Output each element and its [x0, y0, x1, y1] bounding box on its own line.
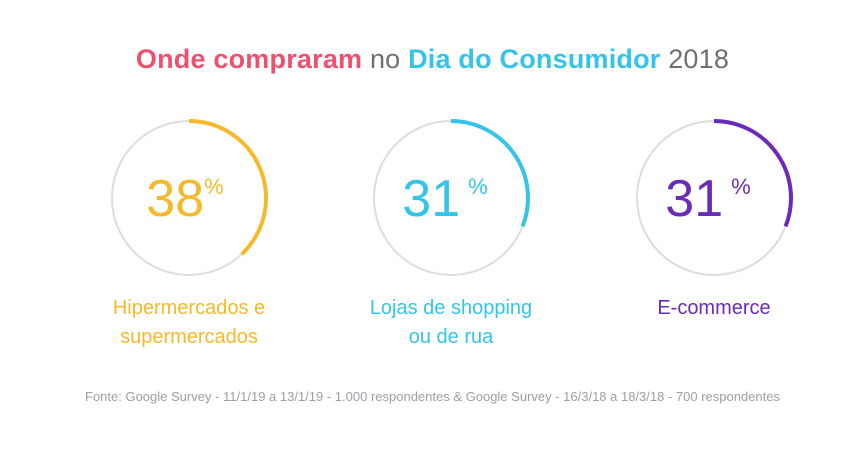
- donut-arc: [713, 119, 793, 228]
- category-label-line: ou de rua: [408, 326, 494, 348]
- chart-title: Onde compraram no Dia do Consumidor 2018: [0, 44, 865, 75]
- category-label: Hipermercados e supermercados: [59, 294, 319, 352]
- category-label: E-commerce: [584, 294, 844, 323]
- category-label-line: Lojas de shopping: [369, 297, 533, 319]
- title-highlight-where: Onde compraram: [135, 44, 363, 74]
- donut-arc: [450, 119, 530, 228]
- donut-arc: [188, 119, 268, 256]
- title-connector: no: [362, 44, 409, 74]
- donut-chart: 31%: [636, 119, 793, 276]
- donut-value-label: 38%: [146, 170, 223, 228]
- percent-number: 31: [665, 170, 723, 228]
- percent-sign: %: [731, 174, 751, 199]
- donut-value-label: 31%: [665, 170, 750, 228]
- category-label-line: Hipermercados e: [112, 297, 266, 319]
- percent-number: 38: [146, 170, 204, 228]
- category-label: Lojas de shopping ou de rua: [321, 294, 581, 352]
- donut-item-hipermercados: 38% Hipermercados e supermercados: [59, 118, 319, 352]
- title-highlight-event: Dia do Consumidor: [408, 44, 661, 74]
- title-year: 2018: [660, 44, 730, 74]
- source-note: Fonte: Google Survey - 11/1/19 a 13/1/19…: [85, 389, 780, 404]
- percent-sign: %: [204, 174, 224, 199]
- percent-number: 31: [402, 170, 460, 228]
- category-label-line: E-commerce: [657, 297, 771, 319]
- donut-item-ecommerce: 31% E-commerce: [584, 118, 844, 323]
- percent-sign: %: [468, 174, 488, 199]
- donut-item-lojas: 31% Lojas de shopping ou de rua: [321, 118, 581, 352]
- donut-chart: 31%: [373, 119, 530, 276]
- donut-value-label: 31%: [402, 170, 487, 228]
- category-label-line: supermercados: [120, 326, 258, 348]
- donut-chart: 38%: [111, 119, 268, 276]
